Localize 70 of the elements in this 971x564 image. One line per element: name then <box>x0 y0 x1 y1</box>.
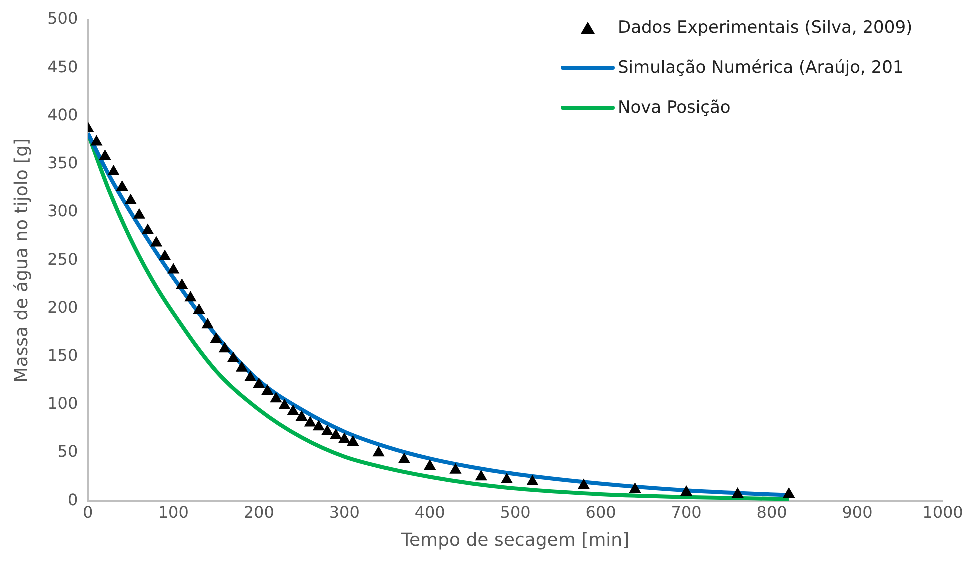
point <box>629 482 642 494</box>
point <box>398 452 410 464</box>
point <box>450 463 462 474</box>
point <box>270 392 282 403</box>
y-tick-label: 200 <box>48 298 78 317</box>
point <box>296 410 308 421</box>
point <box>116 180 128 191</box>
point <box>168 263 180 274</box>
x-tick-label: 0 <box>83 502 94 522</box>
point <box>159 250 172 260</box>
point <box>732 487 744 498</box>
point <box>176 278 188 290</box>
x-tick-label: 200 <box>244 502 274 522</box>
x-tick-label: 700 <box>671 502 702 522</box>
x-tick-label: 600 <box>586 502 616 522</box>
y-tick-label: 400 <box>48 105 78 124</box>
point <box>262 384 274 395</box>
x-tick-label: 800 <box>756 502 788 522</box>
x-tick-label: 100 <box>158 502 189 522</box>
point <box>578 478 590 490</box>
point <box>142 224 154 234</box>
point <box>253 378 266 388</box>
x-tick-label: 1000 <box>922 502 964 522</box>
y-tick-label: 500 <box>48 9 78 28</box>
point <box>202 318 214 329</box>
point <box>124 194 137 204</box>
point <box>193 304 206 314</box>
point <box>90 135 103 146</box>
point <box>108 165 120 176</box>
y-tick-label: 100 <box>48 394 78 414</box>
point <box>783 487 796 498</box>
legend-label: Simulação Numérica (Araújo, 201 <box>618 58 904 78</box>
point <box>218 342 231 353</box>
y-axis-title: Massa de água no tijolo [g] <box>11 138 32 383</box>
point <box>372 446 385 457</box>
y-tick-label: 50 <box>58 442 78 462</box>
point <box>133 208 146 219</box>
y-tick-label: 300 <box>48 202 78 221</box>
point <box>227 352 240 362</box>
y-tick-label: 250 <box>48 250 78 269</box>
point <box>330 428 342 440</box>
x-axis-title: Tempo de secagem [min] <box>400 530 630 551</box>
x-tick-label: 900 <box>842 502 873 522</box>
x-tick-label: 300 <box>329 502 360 522</box>
legend-label: Nova Posição <box>618 98 731 118</box>
point <box>475 470 488 481</box>
y-tick-label: 0 <box>68 490 78 510</box>
point <box>99 150 112 160</box>
y-tick-label: 150 <box>48 346 78 365</box>
point <box>312 420 326 431</box>
point <box>210 332 222 344</box>
point <box>347 435 360 446</box>
point <box>287 404 300 416</box>
point <box>424 460 436 470</box>
legend-label: Dados Experimentais (Silva, 2009) <box>618 18 913 38</box>
y-tick-label: 450 <box>48 57 78 76</box>
x-tick-label: 500 <box>500 502 531 522</box>
point <box>184 291 197 302</box>
point <box>150 236 163 247</box>
point <box>236 361 248 372</box>
point <box>338 432 351 444</box>
point <box>278 398 291 410</box>
point <box>321 424 334 436</box>
y-tick-label: 350 <box>48 154 78 173</box>
point <box>244 371 257 382</box>
point <box>500 473 514 484</box>
point <box>304 416 316 427</box>
x-tick-label: 400 <box>414 502 446 522</box>
point <box>680 486 693 496</box>
point <box>526 474 539 486</box>
